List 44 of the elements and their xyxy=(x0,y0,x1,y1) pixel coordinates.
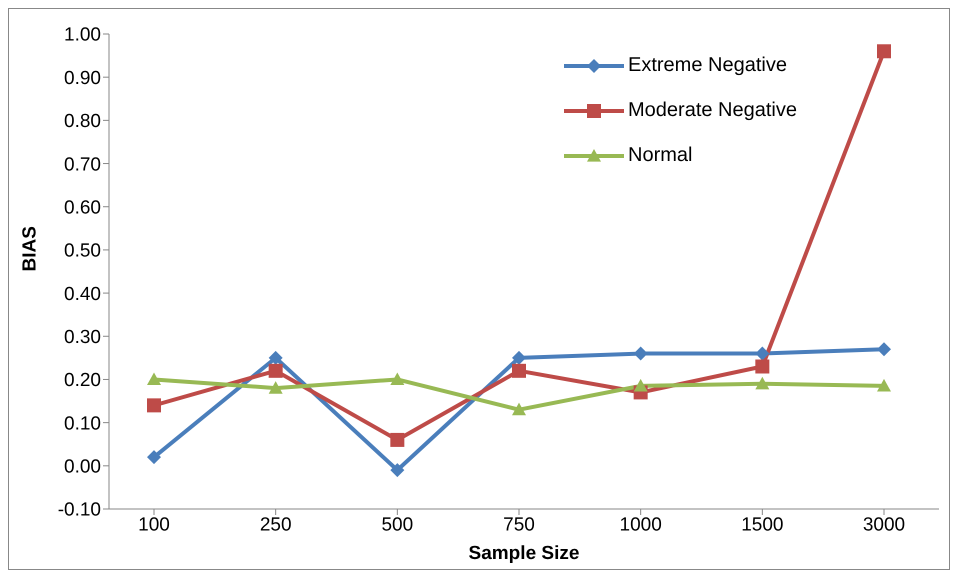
y-tick-label: 0.90 xyxy=(64,68,101,89)
point xyxy=(147,372,161,386)
point xyxy=(268,381,283,394)
y-tick-label: 0.40 xyxy=(64,284,101,305)
point xyxy=(877,342,891,356)
x-tick-label: 100 xyxy=(138,514,170,536)
y-tick-label: 1.00 xyxy=(64,24,101,46)
y-tick-label: 0.70 xyxy=(64,154,101,176)
point xyxy=(268,364,283,378)
point xyxy=(147,398,161,412)
point xyxy=(390,463,404,478)
point xyxy=(512,364,526,378)
x-tick-label: 500 xyxy=(381,514,414,536)
y-tick-label: 0.60 xyxy=(64,197,101,218)
point xyxy=(512,402,526,416)
x-tick-label: 1500 xyxy=(741,514,784,536)
point xyxy=(634,346,648,361)
x-tick-label: 3000 xyxy=(862,514,906,536)
x-tick-label: 1000 xyxy=(620,514,662,536)
x-tick-label: 250 xyxy=(260,514,292,536)
point xyxy=(268,350,283,365)
y-tick-label: 0.00 xyxy=(64,456,101,478)
point xyxy=(634,378,648,392)
point xyxy=(147,450,161,464)
y-tick-label: 0.20 xyxy=(64,370,101,392)
y-tick-label: 0.10 xyxy=(64,413,101,434)
point xyxy=(755,346,770,361)
y-tick-label: 0.30 xyxy=(64,327,101,348)
point xyxy=(755,376,770,390)
legend-label: Extreme Negative xyxy=(628,54,787,77)
point xyxy=(755,360,770,374)
point xyxy=(390,372,404,386)
point xyxy=(390,432,404,447)
point xyxy=(512,350,526,365)
legend-label: Moderate Negative xyxy=(628,99,797,122)
y-tick-label: 0.50 xyxy=(64,240,101,262)
y-tick-label: 0.80 xyxy=(64,111,101,132)
point xyxy=(877,378,891,392)
legend-label: Normal xyxy=(628,144,692,167)
x-axis-title: Sample Size xyxy=(468,543,580,564)
y-tick-label: -0.10 xyxy=(58,500,101,521)
x-tick-label: 750 xyxy=(503,514,535,536)
y-axis-title: BIAS xyxy=(20,226,41,272)
point xyxy=(877,44,891,58)
